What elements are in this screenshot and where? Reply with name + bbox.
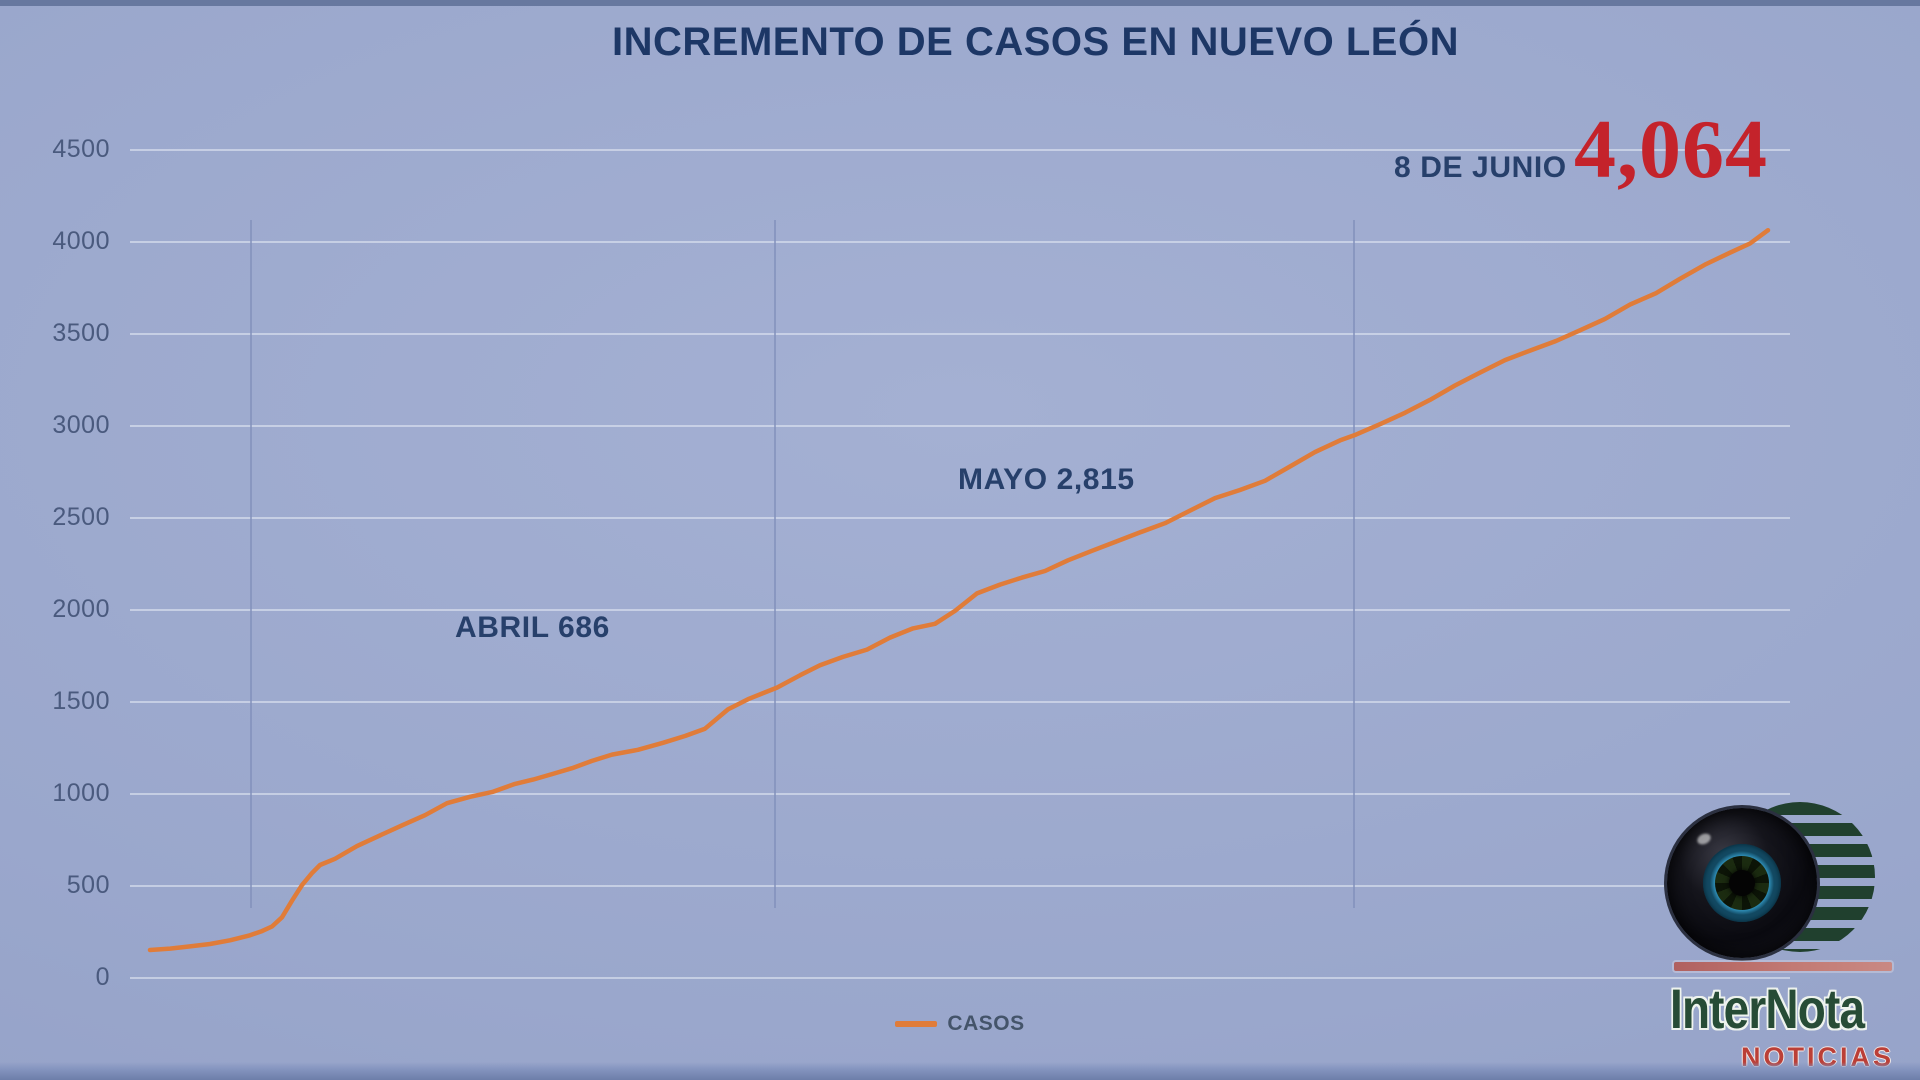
legend-label: CASOS xyxy=(947,1012,1025,1035)
chart-annotation: 8 DE JUNIO xyxy=(1394,151,1567,184)
chart-title: INCREMENTO DE CASOS EN NUEVO LEÓN xyxy=(612,20,1459,64)
lens-glint-icon xyxy=(1695,831,1713,847)
legend: CASOS xyxy=(0,1012,1920,1036)
y-tick-label: 2000 xyxy=(52,595,110,623)
camera-lens-eye-icon xyxy=(1667,808,1817,958)
legend-line-swatch xyxy=(895,1021,938,1027)
chart-annotation: 4,064 xyxy=(1574,103,1768,196)
logo-tagline-bar xyxy=(1674,962,1892,971)
y-tick-label: 3000 xyxy=(52,411,110,439)
y-tick-label: 4000 xyxy=(52,227,110,255)
y-tick-label: 3500 xyxy=(52,319,110,347)
eye-iris-icon xyxy=(1703,844,1781,922)
y-tick-label: 4500 xyxy=(52,135,110,163)
bottom-edge-strip xyxy=(0,1062,1920,1080)
y-tick-label: 1000 xyxy=(52,779,110,807)
y-tick-label: 0 xyxy=(95,963,110,991)
y-tick-label: 1500 xyxy=(52,687,110,715)
y-tick-label: 500 xyxy=(66,871,110,899)
y-axis-labels: 0 500 1000 1500 2000 2500 3000 3500 4000 4500 xyxy=(0,0,112,1080)
chart-annotation: MAYO 2,815 xyxy=(958,463,1135,496)
internota-logo: InterNota NOTICIAS xyxy=(1660,800,1920,1080)
y-tick-label: 2500 xyxy=(52,503,110,531)
top-edge-strip xyxy=(0,0,1920,6)
pupil-icon xyxy=(1729,870,1755,896)
horizontal-gridlines xyxy=(130,149,1790,979)
aperture-blades-icon xyxy=(1715,856,1769,910)
vertical-gridlines xyxy=(250,220,1355,908)
logo-brand-text: InterNota xyxy=(1670,977,1865,1040)
chart-annotation: ABRIL 686 xyxy=(455,611,610,644)
cases-line xyxy=(147,227,1771,953)
